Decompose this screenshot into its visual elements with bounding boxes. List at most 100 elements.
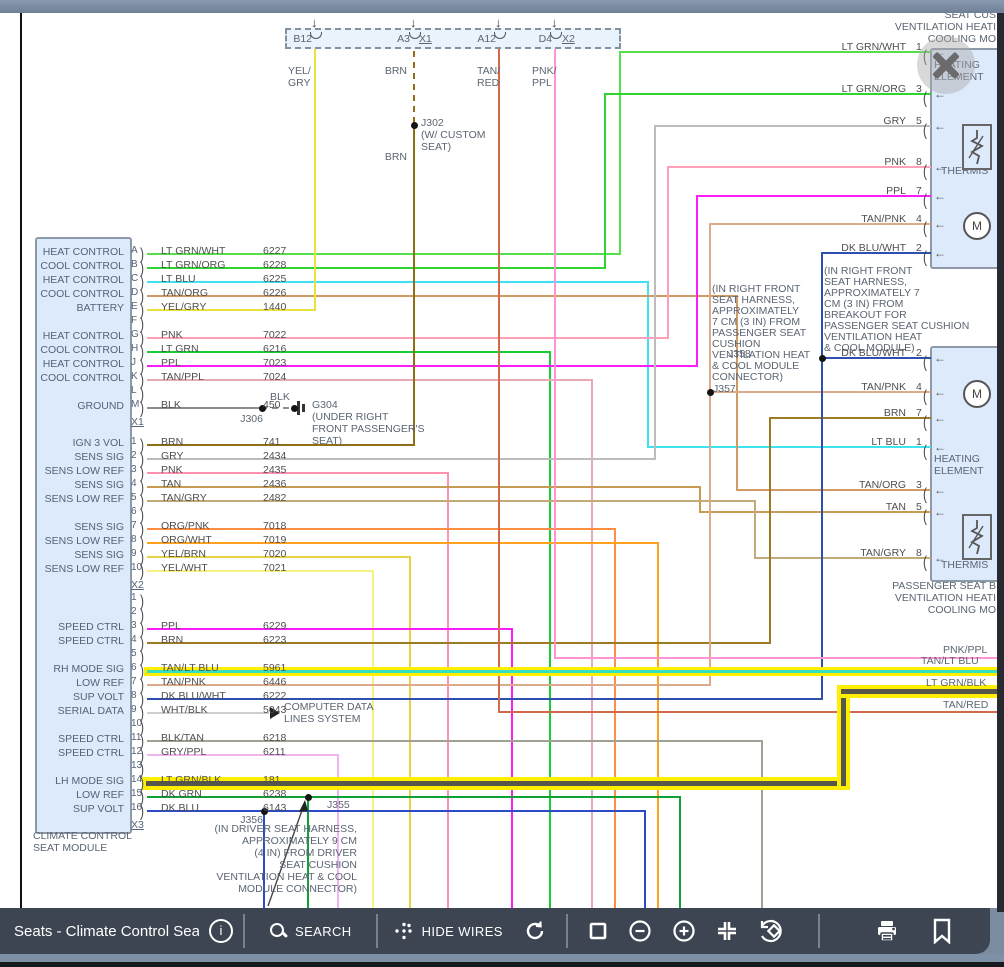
wire-segment[interactable] (413, 124, 415, 446)
close-button[interactable] (917, 36, 975, 94)
wire-segment[interactable] (147, 754, 339, 756)
wire-segment[interactable] (409, 556, 411, 908)
wire-segment[interactable] (147, 253, 621, 255)
wire-segment[interactable] (147, 458, 656, 460)
wire-segment[interactable] (147, 267, 606, 269)
wire-segment[interactable] (696, 195, 698, 367)
pin-function-label: LH MODE SIG (55, 775, 124, 787)
wire-segment[interactable] (147, 500, 756, 502)
wire-segment[interactable] (147, 556, 411, 558)
wire-segment[interactable] (147, 542, 659, 544)
wire-color-label: TAN/PNK (161, 676, 206, 688)
wire-segment[interactable] (147, 309, 316, 311)
wire-segment[interactable] (147, 337, 669, 339)
wire-segment[interactable] (736, 295, 738, 491)
wire-segment[interactable] (554, 657, 999, 659)
wire-segment[interactable] (147, 628, 513, 630)
wire-segment[interactable] (614, 528, 616, 908)
wire-segment[interactable] (263, 810, 265, 908)
wire-segment[interactable] (147, 407, 263, 409)
wire-segment[interactable] (654, 125, 656, 460)
wire-segment[interactable] (754, 500, 756, 559)
wire-color-label: PNK (884, 156, 906, 168)
search-button[interactable]: SEARCH (269, 922, 352, 940)
wire-segment[interactable] (145, 780, 846, 786)
wire-segment[interactable] (840, 688, 846, 786)
wire-segment[interactable] (821, 357, 931, 359)
wire-segment[interactable] (699, 486, 701, 513)
wire-segment[interactable] (736, 489, 931, 491)
wire-segment[interactable] (147, 281, 649, 283)
wire-segment[interactable] (511, 628, 513, 908)
wire-segment[interactable] (667, 166, 669, 339)
wire-segment[interactable] (147, 570, 374, 572)
wire-segment[interactable] (314, 29, 316, 311)
wire-segment[interactable] (699, 511, 931, 513)
wire-segment[interactable] (654, 125, 931, 127)
wire-segment[interactable] (498, 711, 999, 713)
wire-segment[interactable] (769, 417, 771, 644)
wire-segment[interactable] (761, 740, 763, 908)
hide-wires-button[interactable]: HIDE WIRES (394, 921, 503, 941)
wire-segment[interactable] (147, 379, 593, 381)
zoom-in-icon[interactable] (671, 918, 697, 944)
bookmark-icon[interactable] (931, 918, 953, 944)
wire-segment[interactable] (146, 669, 1000, 673)
wire-segment[interactable] (413, 29, 415, 126)
wire-segment[interactable] (619, 51, 931, 53)
wire-segment[interactable] (840, 688, 1001, 694)
diagram-canvas[interactable]: B12 A3 X1 A12 D4 X2 YEL/GRY BRN TAN/RED PNK/PPL J3… (0, 13, 1004, 908)
wire-segment[interactable] (147, 698, 823, 700)
wire-segment[interactable] (696, 195, 931, 197)
pin-id: 10 (131, 562, 143, 573)
pin-number: 8 (916, 156, 922, 168)
wire-segment[interactable] (821, 252, 931, 254)
wire-segment[interactable] (147, 740, 763, 742)
wire-segment[interactable] (147, 528, 616, 530)
wire-segment[interactable] (667, 166, 931, 168)
fit-screen-icon[interactable] (715, 919, 739, 943)
climate-control-seat-module-box[interactable] (35, 237, 132, 834)
diagram-left-border (20, 13, 22, 908)
wire-segment[interactable] (549, 351, 551, 908)
wire-segment[interactable] (498, 29, 500, 713)
wire-segment[interactable] (821, 252, 823, 700)
wire-segment[interactable] (337, 754, 339, 908)
wire-segment[interactable] (147, 365, 698, 367)
info-icon[interactable]: i (209, 919, 233, 943)
wire-segment[interactable] (604, 93, 606, 269)
wire-segment[interactable] (147, 472, 449, 474)
wire-segment[interactable] (619, 51, 621, 255)
wire-segment[interactable] (261, 407, 295, 409)
wire-segment[interactable] (679, 796, 681, 908)
wire-segment[interactable] (372, 570, 374, 908)
wire-segment[interactable] (754, 557, 931, 559)
wire-segment[interactable] (147, 351, 551, 353)
print-icon[interactable] (874, 918, 900, 944)
wire-segment[interactable] (307, 796, 309, 908)
rotate-icon[interactable] (757, 918, 783, 944)
wire-segment[interactable] (647, 446, 931, 448)
wire-segment[interactable] (147, 444, 415, 446)
wire-segment[interactable] (147, 486, 701, 488)
wire-segment[interactable] (709, 223, 711, 686)
wire-segment[interactable] (447, 472, 449, 908)
wire-segment[interactable] (147, 642, 771, 644)
wire-segment[interactable] (644, 810, 646, 908)
wire-segment[interactable] (147, 810, 646, 812)
wire-segment[interactable] (657, 542, 659, 908)
wire-segment[interactable] (604, 93, 931, 95)
wire-segment[interactable] (709, 391, 931, 393)
wire-segment[interactable] (147, 684, 711, 686)
wire-segment[interactable] (554, 29, 556, 659)
refresh-icon[interactable] (523, 919, 547, 943)
wire-segment[interactable] (709, 223, 931, 225)
zoom-out-icon[interactable] (627, 918, 653, 944)
wire-segment[interactable] (769, 417, 931, 419)
wire-segment[interactable] (147, 295, 738, 297)
wire-segment[interactable] (647, 281, 649, 448)
wire-segment[interactable] (147, 712, 269, 714)
stop-square-icon[interactable] (587, 920, 609, 942)
wire-segment[interactable] (147, 796, 681, 798)
hide-wires-label: HIDE WIRES (421, 923, 503, 939)
